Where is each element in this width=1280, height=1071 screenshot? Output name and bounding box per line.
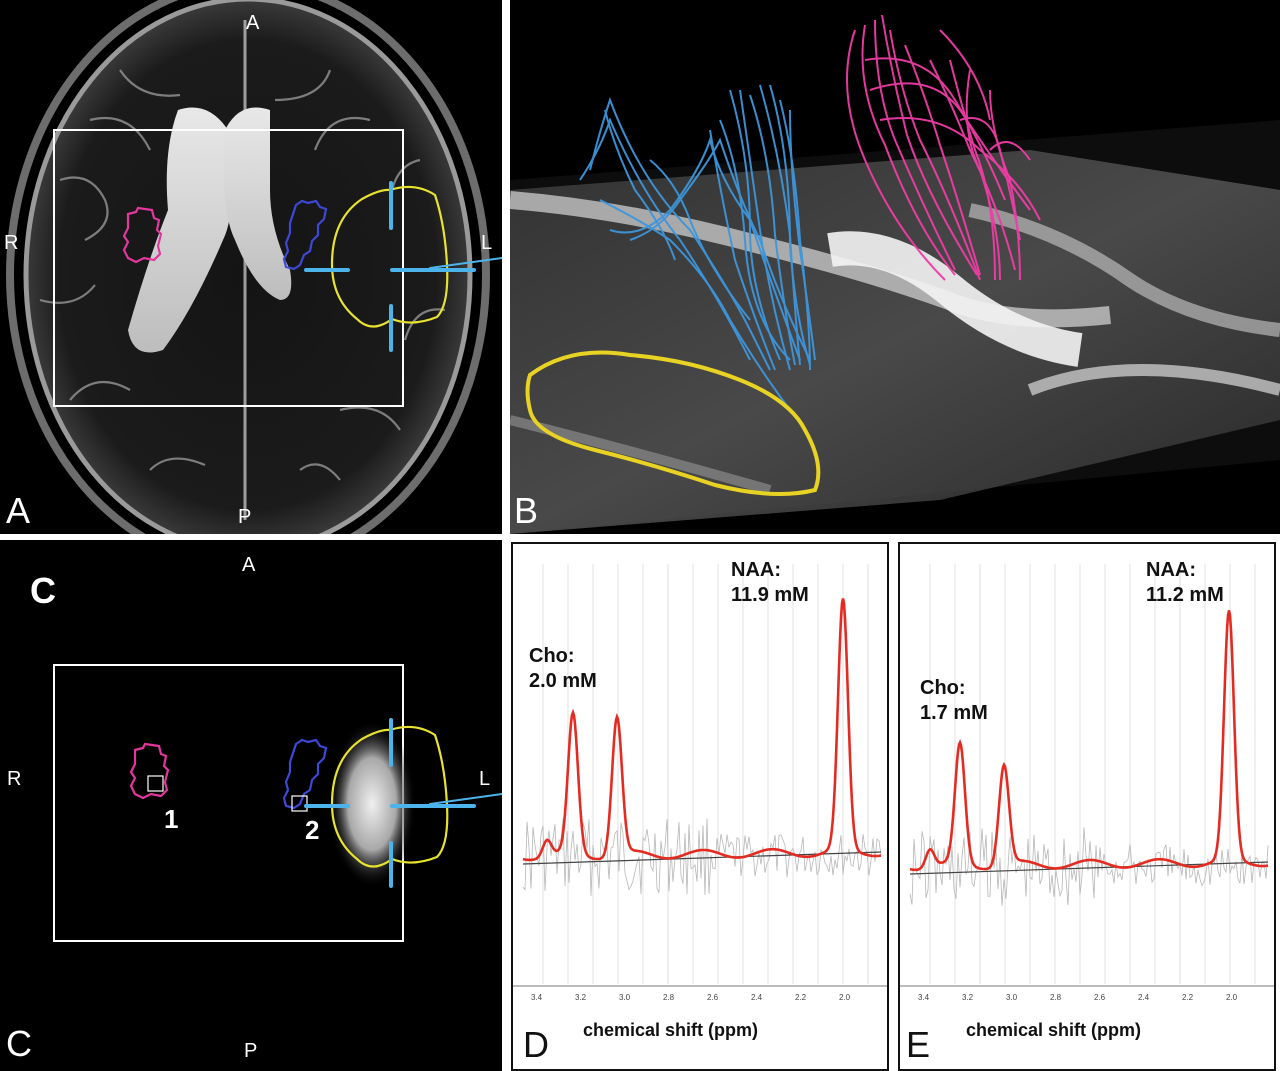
panel-e-spectrum: NAA: 11.2 mM Cho: 1.7 mM 3.4 3.2 3.0 2.8 2.6 2.… <box>898 542 1276 1071</box>
fitted-spectrum <box>522 598 882 862</box>
orient-anterior-c: A <box>242 554 256 576</box>
tick-label: 2.8 <box>1050 993 1062 1002</box>
panel-d-spectrum: NAA: 11.9 mM Cho: 2.0 mM 3.4 3.2 3.0 2.8 2.6 2.… <box>511 542 889 1071</box>
scalp-outline <box>6 0 490 534</box>
orient-right: R <box>4 232 19 254</box>
tick-label: 2.4 <box>751 993 763 1002</box>
baseline <box>909 861 1269 875</box>
roi-magenta-c <box>129 742 170 800</box>
orient-posterior-c: P <box>244 1040 258 1062</box>
voxel-1-label: 1 <box>164 804 179 834</box>
roi-blue-c <box>282 738 328 810</box>
roi-blue <box>282 199 328 271</box>
fitted-spectrum <box>909 610 1269 872</box>
panel-c-image <box>53 664 502 942</box>
panel-c-voxel-map: A P R L C 1 2 C <box>0 540 502 1071</box>
spectrum-d-plot <box>513 564 887 987</box>
panel-b-letter: B <box>514 490 539 531</box>
tick-label: 2.6 <box>707 993 719 1002</box>
tick-label: 2.8 <box>663 993 675 1002</box>
panel-d-letter: D <box>523 1024 549 1065</box>
orient-left-c: L <box>479 768 491 790</box>
tick-label: 2.2 <box>1182 993 1194 1002</box>
roi-magenta <box>122 206 163 264</box>
ventricles <box>128 107 232 353</box>
tick-label: 2.4 <box>1138 993 1150 1002</box>
panel-c-big-letter: C <box>30 570 56 611</box>
orient-posterior: P <box>238 506 252 528</box>
naa-label-d: NAA: 11.9 mM <box>731 559 809 606</box>
orient-right-c: R <box>7 768 22 790</box>
tick-label: 2.2 <box>795 993 807 1002</box>
tick-label: 3.0 <box>619 993 631 1002</box>
panel-c-letter: C <box>6 1023 32 1064</box>
panel-a-image <box>6 0 502 534</box>
panel-b-tractography: B <box>510 0 1280 534</box>
orient-anterior: A <box>246 12 260 34</box>
tick-label: 2.6 <box>1094 993 1106 1002</box>
orient-left: L <box>481 232 493 254</box>
tumor-glow <box>328 720 416 888</box>
spectrum-e-plot <box>900 564 1274 987</box>
tract-blue <box>579 84 816 411</box>
voxel-2-label: 2 <box>305 815 320 845</box>
roi-yellow-3d <box>525 350 821 496</box>
cho-label-d: Cho: 2.0 mM <box>529 645 597 692</box>
tick-label: 2.0 <box>839 993 851 1002</box>
voxel-1 <box>147 775 164 792</box>
panel-a-letter: A <box>6 490 31 531</box>
naa-label-e: NAA: 11.2 mM <box>1146 559 1224 606</box>
tract-pink <box>846 14 1041 281</box>
tick-label: 3.2 <box>962 993 974 1002</box>
x-axis-label-d: chemical shift (ppm) <box>583 1020 759 1040</box>
panel-b-image <box>510 14 1280 534</box>
cho-label-e: Cho: 1.7 mM <box>920 677 988 724</box>
panel-e-letter: E <box>906 1024 931 1065</box>
tick-label: 2.0 <box>1226 993 1238 1002</box>
panel-a-axial-mri: A P R L A <box>0 0 502 534</box>
tick-label: 3.0 <box>1006 993 1018 1002</box>
x-axis-label-e: chemical shift (ppm) <box>966 1020 1142 1040</box>
tick-label: 3.2 <box>575 993 587 1002</box>
voxel-2 <box>291 795 308 812</box>
tick-label: 3.4 <box>918 993 930 1002</box>
residual-trace <box>909 827 1269 906</box>
tick-label: 3.4 <box>531 993 543 1002</box>
residual-trace <box>522 818 882 896</box>
